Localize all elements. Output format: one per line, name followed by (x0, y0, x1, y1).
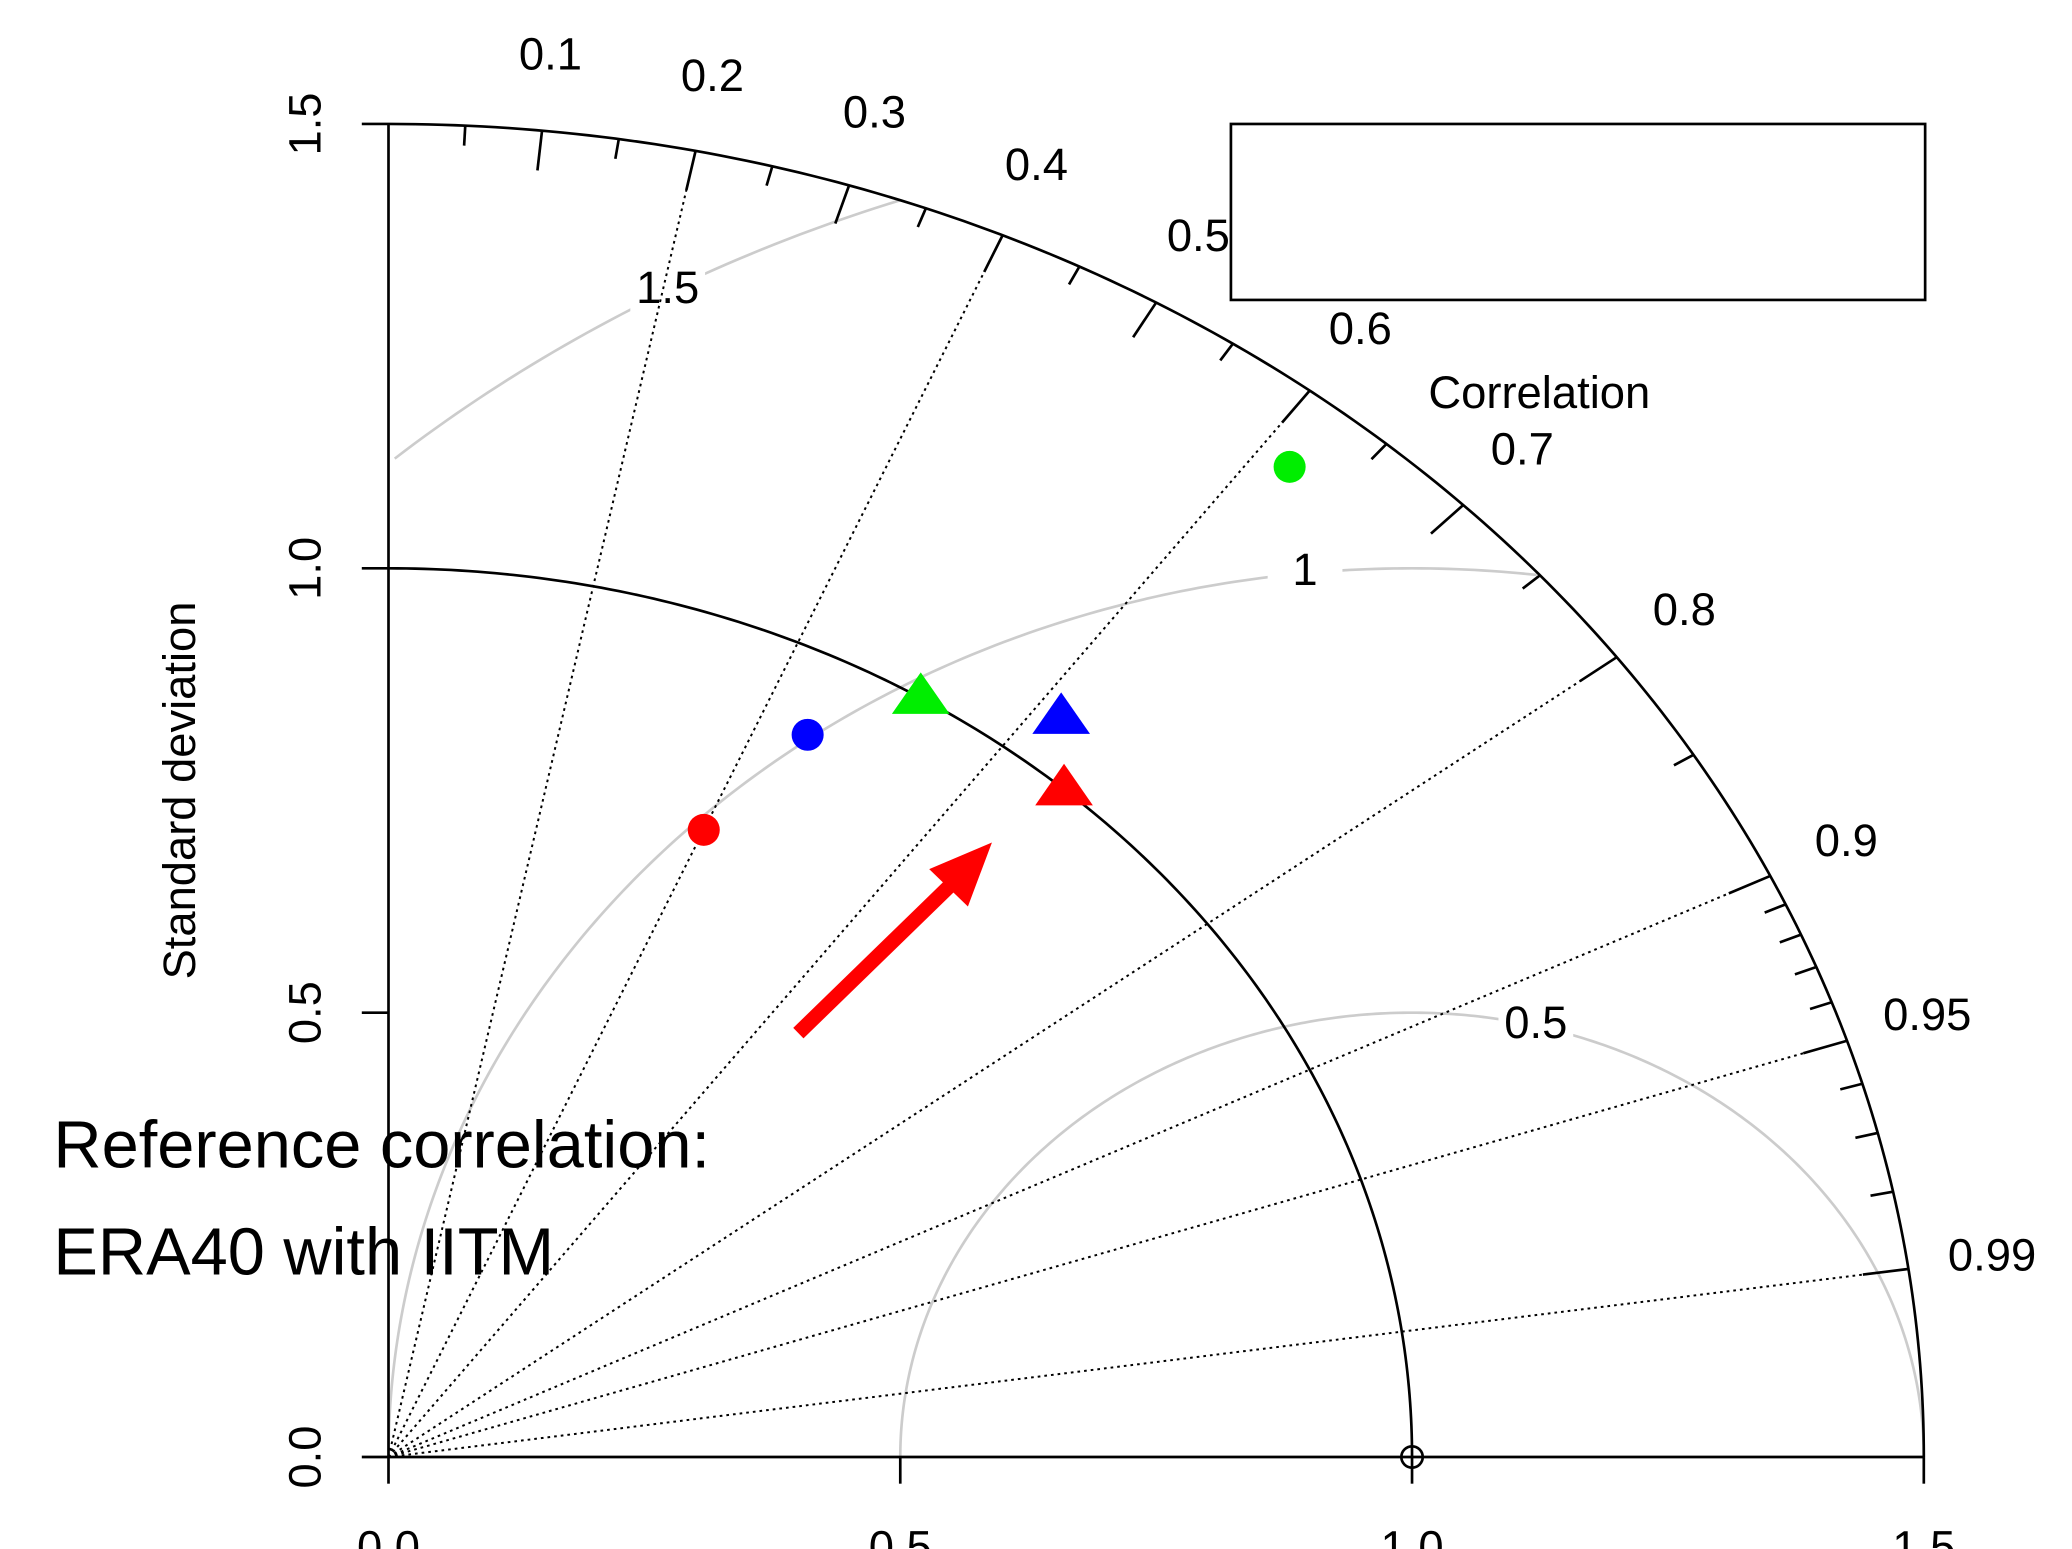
outer-arc (388, 122, 1926, 1458)
correlation-tick-label: 0.7 (1491, 424, 1554, 475)
correlation-minor-tick (1855, 1131, 1879, 1140)
correlation-tick (1430, 504, 1465, 535)
correlation-tick-label: 0.95 (1883, 989, 1971, 1040)
correlation-tick-label: 0.1 (519, 29, 582, 80)
correlation-minor-tick (1521, 574, 1541, 590)
reference-arc (388, 566, 1414, 1458)
data-point (1035, 763, 1093, 806)
data-point (791, 718, 824, 751)
data-point (1032, 692, 1091, 734)
y-tick-label: 0.5 (279, 981, 330, 1044)
correlation-tick (536, 130, 544, 171)
correlation-minor-tick (614, 138, 621, 160)
correlation-gridline (388, 1039, 1848, 1458)
correlation-gridline (387, 234, 1004, 1458)
annotation: Reference correlation: (53, 1109, 710, 1183)
correlation-minor-tick (1794, 965, 1817, 976)
rms-label: 1 (1292, 544, 1317, 595)
correlation-minor-tick (1839, 1082, 1863, 1091)
rms-label: 1.5 (636, 262, 699, 313)
correlation-minor-tick (916, 207, 928, 228)
data-point (1273, 450, 1306, 483)
correlation-gridline (387, 389, 1311, 1458)
correlation-tick-label: 0.5 (1167, 210, 1230, 261)
correlation-gridline (388, 875, 1771, 1458)
y-tick-label: 1.5 (279, 92, 330, 155)
rms-label-bg (1267, 546, 1343, 600)
correlation-tick (1728, 874, 1771, 895)
legend-box (1229, 122, 1927, 302)
correlation-minor-tick (1764, 903, 1787, 914)
correlation-minor-tick (1809, 1000, 1833, 1011)
y-tick-label: 0.0 (279, 1426, 330, 1489)
rms-label-bg (1498, 999, 1574, 1053)
correlation-minor-tick (1219, 342, 1234, 362)
correlation-tick (1281, 389, 1311, 424)
data-point (687, 813, 720, 846)
y-axis-label: Standard deviation (154, 602, 205, 980)
y-tick-label: 1.0 (279, 537, 330, 600)
correlation-minor-tick (765, 165, 774, 187)
correlation-minor-tick (1067, 265, 1081, 286)
correlation-gridline (388, 1267, 1909, 1459)
x-tick-label: 0.0 (357, 1521, 420, 1549)
correlation-tick (1802, 1039, 1848, 1055)
rms-arc (393, 199, 900, 460)
x-tick-label: 1.5 (1892, 1521, 1955, 1549)
correlation-minor-tick (1370, 443, 1388, 461)
correlation-tick-label: 0.99 (1948, 1230, 2036, 1281)
arrow (793, 879, 956, 1039)
correlation-tick-label: 0.8 (1653, 584, 1716, 635)
x-tick-label: 0.5 (869, 1521, 932, 1549)
correlation-tick (1132, 301, 1158, 338)
correlation-tick (685, 150, 697, 191)
correlation-tick (834, 184, 851, 224)
rms-arc (387, 566, 1537, 1458)
annotation: ERA40 with IITM (53, 1215, 554, 1289)
data-point (891, 672, 950, 714)
correlation-tick-label: 0.9 (1815, 815, 1878, 866)
correlation-tick (1579, 656, 1618, 683)
rms-label: 0.5 (1504, 997, 1567, 1048)
rms-label-bg (630, 264, 706, 318)
correlation-tick-label: 0.2 (681, 50, 744, 101)
correlation-tick (983, 234, 1004, 273)
correlation-tick-label: 0.3 (843, 86, 906, 137)
correlation-tick-label: 0.4 (1005, 139, 1068, 190)
correlation-minor-tick (1779, 933, 1802, 944)
correlation-tick-label: 0.6 (1329, 303, 1392, 354)
correlation-gridline (387, 656, 1618, 1458)
correlation-minor-tick (1870, 1190, 1894, 1198)
x-tick-label: 1.0 (1380, 1521, 1443, 1549)
arrowhead (929, 842, 992, 907)
correlation-label: Correlation (1428, 367, 1650, 418)
rms-arc (898, 1011, 1926, 1458)
correlation-minor-tick (462, 125, 467, 146)
correlation-minor-tick (1673, 753, 1695, 767)
correlation-tick (1862, 1267, 1909, 1276)
